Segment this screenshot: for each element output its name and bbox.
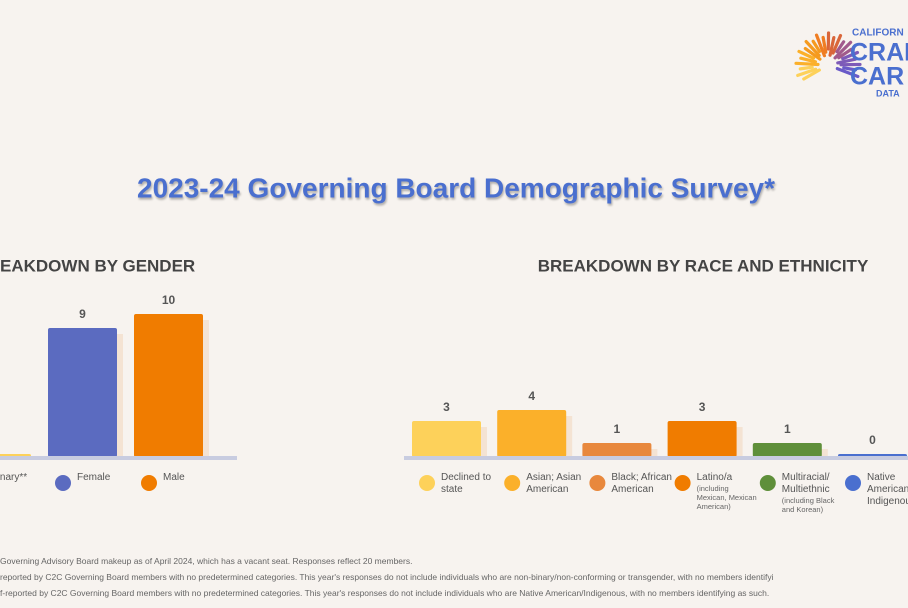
bar bbox=[752, 443, 822, 457]
value-label: 4 bbox=[528, 389, 535, 403]
legend-label: Male bbox=[163, 472, 185, 483]
legend-label: Latino/a (including Mexican, Mexican Amer… bbox=[697, 472, 761, 511]
logo-text: CAR bbox=[850, 63, 904, 91]
logo-ray bbox=[811, 39, 822, 54]
value-label: 0 bbox=[869, 433, 876, 447]
logo-ray bbox=[799, 56, 817, 64]
logo-text: DATA bbox=[876, 88, 900, 98]
legend-label: Black; African American bbox=[611, 472, 672, 495]
chart-title: EAKDOWN BY GENDER bbox=[0, 256, 195, 275]
legend-swatch bbox=[759, 475, 776, 491]
logo-text: CRADL bbox=[850, 39, 908, 67]
logo-ray bbox=[803, 46, 822, 61]
logo-ray bbox=[835, 66, 860, 79]
value-label: 10 bbox=[162, 293, 176, 307]
legend-note: (including Mexican, Mexican American) bbox=[696, 484, 757, 511]
logo-ray bbox=[798, 65, 814, 71]
legend-label: Declined to state bbox=[441, 472, 492, 495]
logo-ray bbox=[802, 68, 821, 81]
footnote: reported by C2C Governing Board members … bbox=[0, 572, 774, 582]
bar bbox=[667, 421, 737, 457]
legend-swatch bbox=[674, 475, 691, 491]
legend-label: Native American/ Indigenous** bbox=[867, 472, 908, 507]
logo-ray bbox=[821, 35, 828, 54]
logo-text: CALIFORN bbox=[852, 28, 904, 39]
footnote: Governing Advisory Board makeup as of Ap… bbox=[0, 556, 413, 566]
legend-swatch bbox=[55, 475, 71, 491]
logo-ray bbox=[836, 57, 857, 65]
logo-ray bbox=[837, 47, 853, 60]
value-label: 1 bbox=[784, 422, 791, 436]
logo-ray bbox=[841, 50, 860, 61]
logo-ray bbox=[833, 40, 853, 60]
legend-swatch bbox=[419, 475, 435, 491]
value-label: 9 bbox=[79, 307, 86, 321]
legend-swatch bbox=[141, 475, 157, 491]
legend-swatch bbox=[504, 475, 521, 491]
logo-ray bbox=[828, 36, 836, 57]
value-label: 3 bbox=[443, 400, 450, 414]
logo-ray bbox=[797, 49, 816, 60]
bar bbox=[582, 443, 652, 457]
logo-ray bbox=[831, 33, 843, 55]
logo-ray bbox=[794, 61, 820, 67]
logo-ray bbox=[835, 40, 846, 54]
legend-note: (including Black and Korean) bbox=[781, 496, 835, 514]
legend-label: Binary** bbox=[0, 472, 28, 483]
legend-label: Asian; Asian American bbox=[526, 472, 582, 495]
chart-title: BREAKDOWN BY RACE AND ETHNICITY bbox=[538, 256, 869, 275]
value-label: 3 bbox=[699, 400, 706, 414]
logo bbox=[794, 31, 862, 81]
bar bbox=[48, 328, 117, 457]
logo-ray bbox=[842, 66, 858, 72]
legend-label: Female bbox=[77, 472, 111, 483]
value-label: 1 bbox=[614, 422, 621, 436]
bar bbox=[412, 421, 481, 457]
legend-swatch bbox=[589, 475, 606, 491]
legend-label: Multiracial/ Multiethnic (including Black… bbox=[782, 472, 846, 514]
bar bbox=[497, 410, 567, 457]
logo-ray bbox=[814, 33, 827, 58]
legend-swatch bbox=[845, 475, 861, 491]
page-title: 2023-24 Governing Board Demographic Surv… bbox=[137, 172, 775, 203]
bar bbox=[134, 314, 203, 457]
footnote: f-reported by C2C Governing Board member… bbox=[0, 588, 770, 598]
logo-ray bbox=[804, 39, 821, 58]
logo-ray bbox=[796, 67, 818, 78]
